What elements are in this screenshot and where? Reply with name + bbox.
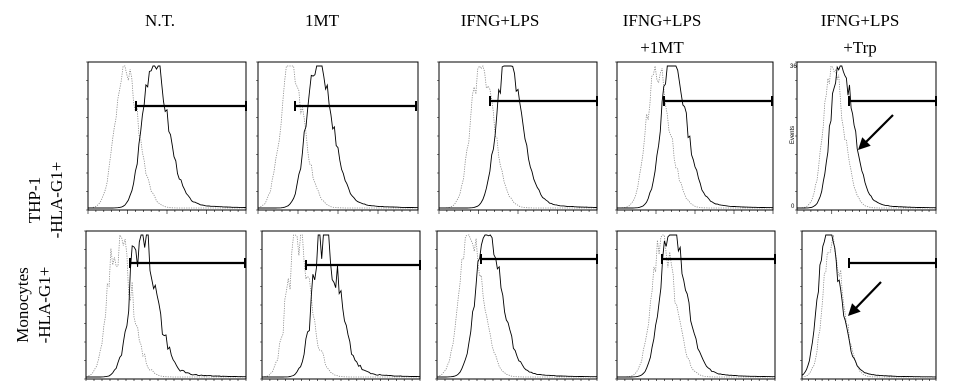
y-axis-min-label: 0 <box>791 204 795 210</box>
row-label-monocytes-line1: Monocytes <box>13 267 32 343</box>
x-axis-ticks <box>796 210 937 214</box>
histogram-panel <box>437 61 598 214</box>
x-axis-ticks <box>616 210 774 214</box>
histogram-panel <box>86 61 247 214</box>
gate-marker <box>305 260 421 270</box>
histogram-panel <box>256 61 419 214</box>
y-axis-ticks <box>795 61 797 211</box>
sample-histogram <box>801 234 936 378</box>
arrow-icon <box>848 281 882 316</box>
col-header-ifng-lps-1mt-line1: IFNG+LPS <box>623 11 702 30</box>
histogram-panel <box>615 61 774 214</box>
y-axis-max-label: 36 <box>790 64 797 70</box>
sample-histogram <box>86 234 246 378</box>
histogram-panel <box>435 230 598 381</box>
panel-frame <box>87 61 247 211</box>
histogram-panel <box>615 230 776 381</box>
control-histogram <box>439 65 597 209</box>
histogram-panel <box>800 230 937 381</box>
col-header-ifng-lps: IFNG+LPS <box>461 11 540 30</box>
row-label-thp1-line2: -HLA-G1+ <box>47 162 66 239</box>
col-header-ifng-lps-trp-line2: +Trp <box>843 38 877 57</box>
sample-histogram <box>88 65 247 209</box>
panel-frame <box>616 61 774 211</box>
histogram-panel <box>260 230 421 381</box>
x-axis-ticks <box>87 210 247 214</box>
control-histogram <box>617 234 775 378</box>
control-histogram <box>436 234 597 378</box>
control-histogram <box>261 234 420 378</box>
histogram-panel <box>84 230 247 381</box>
panel-frame <box>85 230 247 380</box>
gate-marker <box>848 258 937 268</box>
sample-histogram <box>437 234 597 378</box>
sample-histogram <box>439 65 598 209</box>
y-axis-ticks <box>86 61 88 211</box>
sample-histogram <box>797 65 937 209</box>
panel-frame <box>257 61 419 211</box>
sample-histogram <box>617 65 774 209</box>
arrow-icon <box>858 114 894 150</box>
arrow-head <box>848 303 861 316</box>
gate-marker <box>135 101 247 111</box>
sample-histogram <box>617 234 775 378</box>
arrow-shaft <box>853 281 882 311</box>
gate-marker <box>848 96 937 106</box>
histogram-panel <box>795 61 937 214</box>
panel-frame <box>261 230 421 380</box>
col-header-ifng-lps-1mt-line2: +1MT <box>640 38 684 57</box>
control-histogram <box>617 65 773 209</box>
row-label-thp1-line1: THP-1 <box>25 177 44 223</box>
gate-marker <box>129 258 246 268</box>
gate-marker <box>489 96 598 106</box>
arrow-shaft <box>863 114 894 145</box>
x-axis-ticks <box>257 210 419 214</box>
arrow-head <box>858 137 871 150</box>
y-axis-title: Events <box>790 126 796 144</box>
sample-histogram <box>262 234 420 378</box>
control-histogram <box>796 65 936 209</box>
control-histogram <box>85 233 246 378</box>
control-histogram <box>257 65 418 209</box>
gate-marker <box>480 254 598 264</box>
y-axis-ticks <box>84 230 86 380</box>
control-histogram <box>87 65 246 209</box>
gate-marker <box>663 96 773 106</box>
panel-frame <box>616 230 776 380</box>
y-axis-ticks <box>615 61 617 211</box>
col-header-ifng-lps-trp-line1: IFNG+LPS <box>821 11 900 30</box>
y-axis-ticks <box>435 230 437 380</box>
y-axis-ticks <box>615 230 617 380</box>
y-axis-ticks <box>437 61 439 211</box>
x-axis-ticks <box>438 210 598 214</box>
col-header-1mt: 1MT <box>305 11 340 30</box>
y-axis-ticks <box>800 230 802 380</box>
panel-frame <box>438 61 598 211</box>
y-axis-ticks <box>260 230 262 380</box>
y-axis-ticks <box>256 61 258 211</box>
sample-histogram <box>258 65 419 209</box>
gate-marker <box>294 101 417 111</box>
row-label-monocytes-line2: -HLA-G1+ <box>35 267 54 344</box>
gate-marker <box>661 254 776 264</box>
col-header-nt: N.T. <box>145 11 175 30</box>
